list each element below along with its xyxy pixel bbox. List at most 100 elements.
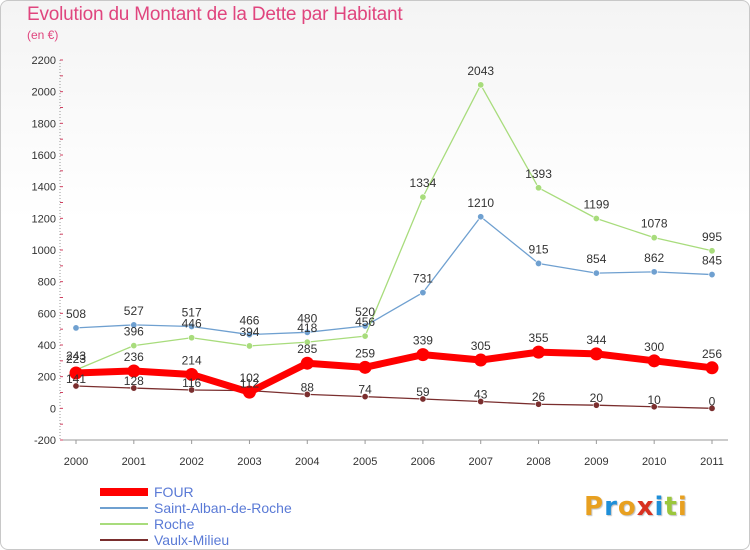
y-tick-label: 0: [50, 403, 56, 415]
data-point: [303, 338, 311, 346]
data-label: 456: [355, 315, 375, 329]
legend-label: Vaulx-Milieu: [154, 532, 230, 548]
y-tick-label: 1800: [32, 118, 56, 130]
data-label: 285: [297, 342, 317, 356]
data-label: 466: [239, 314, 259, 328]
data-point: [300, 356, 314, 370]
data-label: 128: [124, 374, 144, 388]
data-label: 355: [529, 331, 549, 345]
y-tick-label: 600: [38, 308, 56, 320]
x-tick-label: 2006: [411, 456, 435, 468]
data-point: [650, 234, 658, 242]
legend-swatch: [100, 488, 148, 496]
y-tick-label: 2200: [32, 55, 56, 67]
series-line-four: [72, 348, 716, 396]
data-point: [647, 354, 661, 368]
data-point: [303, 390, 311, 398]
data-point: [361, 393, 369, 401]
data-label: 1210: [467, 196, 494, 210]
y-tick-label: -200: [34, 435, 56, 447]
data-point: [130, 384, 138, 392]
y-tick-label: 1200: [32, 213, 56, 225]
data-point: [130, 342, 138, 350]
legend-swatch: [100, 539, 148, 541]
legend-label: Saint-Alban-de-Roche: [154, 500, 292, 516]
data-label: 480: [297, 311, 317, 325]
data-label: 236: [124, 350, 144, 364]
data-point: [419, 193, 427, 201]
data-label: 43: [474, 388, 488, 402]
data-label: 527: [124, 304, 144, 318]
data-label: 915: [529, 242, 549, 256]
data-point: [416, 348, 430, 362]
y-tick-label: 400: [38, 340, 56, 352]
logo-letter: o: [617, 492, 637, 522]
data-point: [589, 347, 603, 361]
data-point: [535, 259, 543, 267]
data-point: [127, 364, 141, 378]
data-point: [72, 382, 80, 390]
logo-letter: r: [604, 492, 618, 522]
data-label: 394: [239, 325, 259, 339]
chart-subtitle: (en €): [27, 28, 59, 42]
data-point: [708, 271, 716, 279]
logo-letter: i: [677, 492, 688, 522]
data-point: [69, 366, 83, 380]
data-label: 2043: [467, 64, 494, 78]
data-point: [361, 332, 369, 340]
data-label: 508: [66, 307, 86, 321]
data-label: 305: [471, 339, 491, 353]
y-tick-label: 1000: [32, 245, 56, 257]
data-label: 26: [532, 390, 546, 404]
data-label: 256: [702, 347, 722, 361]
data-point: [592, 401, 600, 409]
data-point: [592, 269, 600, 277]
data-label: 74: [358, 383, 372, 397]
y-tick-label: 1400: [32, 182, 56, 194]
data-label: 446: [182, 317, 202, 331]
x-tick-label: 2007: [468, 456, 492, 468]
data-point: [188, 386, 196, 394]
logo-letter: x: [636, 492, 655, 522]
data-point: [188, 334, 196, 342]
y-tick-label: 200: [38, 372, 56, 384]
data-point: [245, 331, 253, 339]
data-point: [535, 184, 543, 192]
x-tick-label: 2009: [584, 456, 608, 468]
legend-label: FOUR: [154, 484, 194, 500]
data-label: 0: [709, 394, 716, 408]
data-label: 854: [586, 252, 606, 266]
data-label: 20: [590, 391, 604, 405]
data-point: [72, 324, 80, 332]
data-point: [592, 214, 600, 222]
data-point: [708, 247, 716, 255]
x-tick-label: 2003: [237, 456, 261, 468]
data-label: 1078: [641, 217, 668, 231]
proxiti-logo: Proxiti: [584, 492, 688, 522]
data-label: 517: [182, 305, 202, 319]
data-point: [474, 353, 488, 367]
data-point: [303, 328, 311, 336]
data-point: [477, 81, 485, 89]
data-label: 339: [413, 334, 433, 348]
series-line-roche: [75, 84, 713, 371]
data-label: 10: [648, 393, 662, 407]
data-label: 223: [66, 352, 86, 366]
data-label: 88: [301, 380, 315, 394]
data-label: 862: [644, 251, 664, 265]
data-label: 995: [702, 230, 722, 244]
data-point: [130, 321, 138, 329]
y-tick-label: 1600: [32, 150, 56, 162]
data-point: [708, 404, 716, 412]
chart-title: Evolution du Montant de la Dette par Hab…: [27, 4, 403, 25]
data-point: [358, 360, 372, 374]
x-tick-label: 2008: [526, 456, 550, 468]
x-tick-label: 2001: [122, 456, 146, 468]
data-point: [650, 268, 658, 276]
x-tick-label: 2005: [353, 456, 377, 468]
legend-swatch: [100, 507, 148, 509]
x-tick-label: 2000: [64, 456, 88, 468]
data-label: 243: [66, 349, 86, 363]
